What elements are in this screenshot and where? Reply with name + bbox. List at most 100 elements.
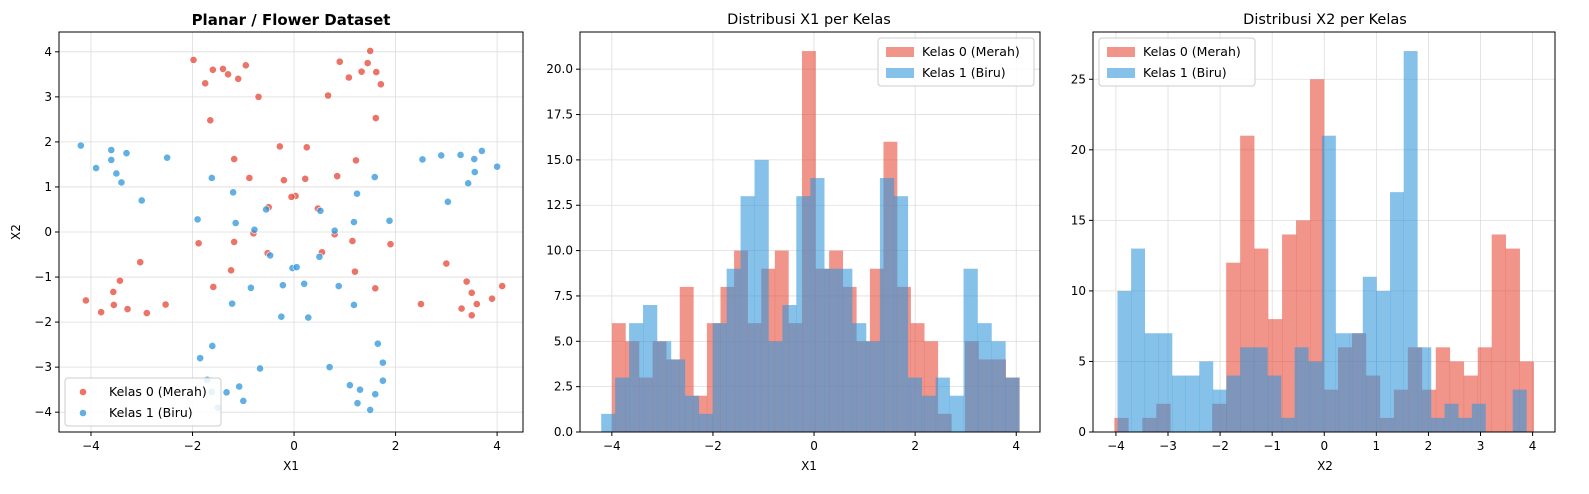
- y-tick-label: 10: [1071, 284, 1086, 298]
- legend: Kelas 0 (Merah) Kelas 1 (Biru): [877, 37, 1035, 87]
- y-tick-label: 2.5: [554, 380, 573, 394]
- plot-marks: [1114, 51, 1534, 433]
- class-0-point: [254, 92, 263, 101]
- legend-label: Kelas 1 (Biru): [109, 405, 193, 420]
- class-0-point: [208, 65, 217, 74]
- class-1-point: [235, 382, 244, 391]
- x-tick-label: 4: [1529, 439, 1537, 453]
- chart-title: Planar / Flower Dataset: [192, 11, 391, 29]
- y-tick-label: −1: [34, 270, 52, 284]
- legend-marker-class-1: [79, 409, 87, 417]
- class-0-point: [371, 114, 380, 122]
- class-1-point: [418, 155, 427, 164]
- legend-swatch-class-1: [1107, 68, 1135, 78]
- class-0-bar: [1491, 234, 1506, 432]
- y-tick-label: 0: [44, 225, 52, 239]
- x-tick-label: 2: [1425, 439, 1433, 453]
- class-1-bar: [1240, 347, 1255, 432]
- class-1-bar: [935, 377, 950, 432]
- x-axis-label: X1: [801, 459, 817, 473]
- class-1-point: [76, 141, 85, 150]
- x-tick-label: −4: [1107, 439, 1125, 453]
- legend-label: Kelas 0 (Merah): [109, 384, 207, 399]
- class-0-point: [498, 282, 507, 290]
- class-0-point: [279, 176, 288, 185]
- class-1-bar: [1199, 361, 1214, 432]
- class-0-point: [417, 300, 425, 308]
- class-1-point: [477, 147, 486, 155]
- class-1-point: [292, 263, 301, 272]
- y-tick-label: 2: [44, 135, 52, 149]
- y-tick-label: 15: [1071, 213, 1086, 227]
- class-1-point: [385, 216, 394, 225]
- class-0-point: [116, 276, 124, 285]
- class-0-bar: [1505, 248, 1520, 432]
- class-1-bar: [601, 413, 616, 432]
- class-0-point: [109, 301, 118, 309]
- class-1-bar: [1267, 375, 1282, 432]
- class-0-point: [287, 192, 296, 201]
- class-1-bar: [879, 178, 895, 432]
- class-1-point: [470, 155, 479, 163]
- class-1-bar: [712, 323, 727, 432]
- class-1-point: [196, 354, 205, 363]
- class-1-point: [193, 215, 202, 224]
- class-1-bar: [629, 323, 644, 432]
- y-tick-label: −2: [34, 315, 52, 329]
- class-1-bar: [1131, 248, 1146, 432]
- class-1-bar: [698, 413, 714, 432]
- x-axis-label: X1: [283, 459, 299, 473]
- class-0-point: [467, 311, 476, 320]
- class-1-point: [300, 279, 309, 288]
- axes-frame: [579, 31, 1041, 433]
- class-1-point: [350, 218, 358, 226]
- class-1-bar: [949, 395, 964, 432]
- legend-swatch-class-0: [886, 47, 914, 57]
- class-1-bar: [1349, 333, 1364, 432]
- class-1-bar: [1444, 403, 1459, 432]
- class-0-point: [344, 73, 353, 82]
- class-1-bar: [1158, 333, 1173, 432]
- y-tick-label: 15.0: [546, 153, 573, 167]
- x-tick-label: −4: [603, 439, 621, 453]
- class-0-point: [472, 300, 481, 308]
- class-0-point: [324, 91, 332, 100]
- legend-marker-class-0: [79, 388, 87, 396]
- x-tick-label: 0: [1320, 439, 1328, 453]
- class-1-bar: [1362, 276, 1377, 432]
- legend-label: Kelas 1 (Biru): [1143, 65, 1227, 80]
- class-0-point: [275, 142, 284, 151]
- class-1-point: [353, 189, 361, 198]
- class-0-point: [467, 288, 476, 297]
- class-0-point: [376, 80, 385, 89]
- x1-histogram-panel: Distribusi X1 per Kelas X1 −4 −2 0 2 4 0.0 2.5…: [546, 12, 1041, 473]
- class-1-bar: [684, 395, 700, 432]
- class-0-point: [123, 305, 132, 313]
- x-tick-label: 4: [1012, 439, 1020, 453]
- class-0-point: [206, 116, 215, 125]
- class-1-point: [370, 173, 379, 181]
- class-1-point: [107, 156, 116, 164]
- class-1-point: [231, 219, 240, 227]
- chart-title: Distribusi X1 per Kelas: [727, 12, 891, 28]
- class-1-bar: [1308, 361, 1323, 432]
- y-tick-label: 0.0: [554, 425, 573, 439]
- legend-box: [1098, 37, 1256, 87]
- y-tick-label: 12.5: [546, 198, 573, 212]
- class-1-point: [207, 174, 216, 182]
- legend: Kelas 0 (Merah) Kelas 1 (Biru): [64, 377, 222, 427]
- class-0-point: [161, 300, 170, 309]
- class-1-point: [229, 188, 238, 197]
- class-0-point: [371, 284, 380, 293]
- class-1-bar: [1294, 347, 1309, 432]
- class-1-point: [366, 406, 375, 414]
- class-1-point: [334, 282, 343, 290]
- x-axis-label: X2: [1317, 459, 1333, 473]
- class-0-point: [351, 267, 359, 276]
- class-1-bar: [1335, 333, 1350, 432]
- class-1-bar: [1471, 403, 1486, 432]
- class-0-point: [219, 65, 227, 73]
- class-1-bar: [1458, 417, 1473, 432]
- class-0-point: [335, 57, 344, 66]
- x-tick-label: 2: [392, 439, 400, 453]
